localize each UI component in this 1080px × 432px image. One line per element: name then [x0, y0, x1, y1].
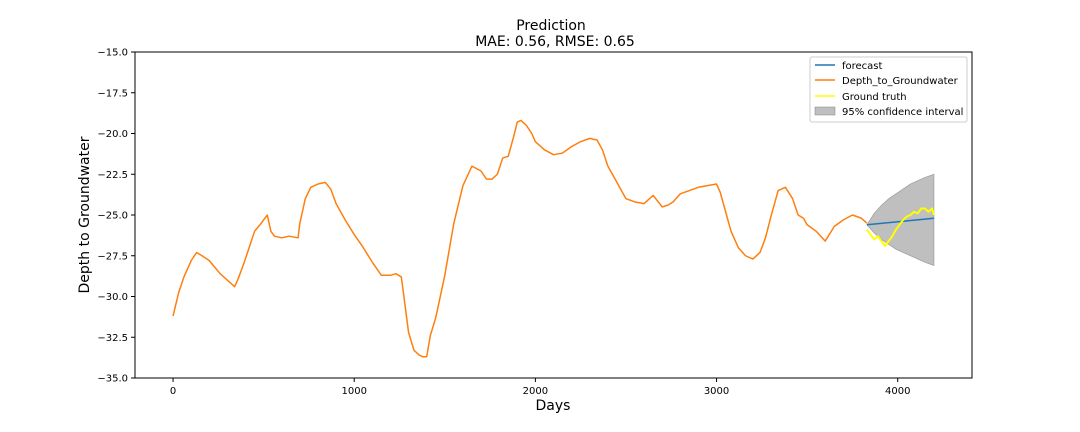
y-tick-label: −35.0 [97, 374, 128, 385]
series-line-forecast [866, 217, 935, 226]
y-axis: −35.0 −32.5 −30.0 −27.5 −25.0 −22.5 −20.0 −17.5… [97, 48, 135, 385]
series-line-ground-truth [866, 207, 935, 247]
legend: forecast Depth_to_Groundwater Ground tru… [809, 56, 968, 123]
x-tick-label: 1000 [341, 386, 366, 397]
y-tick-label: −17.5 [97, 88, 128, 99]
y-tick-label: −25.0 [97, 211, 128, 222]
x-tick-label: 4000 [885, 386, 910, 397]
legend-label-ground-truth: Ground truth [842, 92, 907, 103]
x-axis: 0 1000 2000 3000 4000 [170, 378, 910, 397]
chart-title: Prediction [516, 18, 586, 34]
y-tick-label: −30.0 [97, 292, 128, 303]
y-tick-label: −27.5 [97, 251, 128, 262]
legend-label-confidence: 95% confidence interval [842, 107, 963, 118]
legend-label-depth: Depth_to_Groundwater [842, 76, 959, 87]
legend-swatch-confidence [814, 106, 836, 116]
y-tick-label: −22.5 [97, 170, 128, 181]
y-tick-label: −15.0 [97, 48, 128, 59]
x-axis-label: Days [536, 398, 571, 414]
x-tick-label: 2000 [523, 386, 548, 397]
confidence-interval-band [866, 173, 935, 267]
plot-area [172, 119, 935, 358]
y-tick-label: −20.0 [97, 129, 128, 140]
legend-box [809, 56, 968, 123]
y-tick-label: −32.5 [97, 333, 128, 344]
series-line-depth-to-groundwater [172, 119, 868, 358]
legend-label-forecast: forecast [842, 61, 883, 72]
chart-subtitle: MAE: 0.56, RMSE: 0.65 [475, 34, 635, 50]
y-axis-label: Depth to Groundwater [77, 136, 93, 293]
plot-frame [134, 51, 973, 379]
x-tick-label: 3000 [704, 386, 729, 397]
x-tick-label: 0 [170, 386, 176, 397]
